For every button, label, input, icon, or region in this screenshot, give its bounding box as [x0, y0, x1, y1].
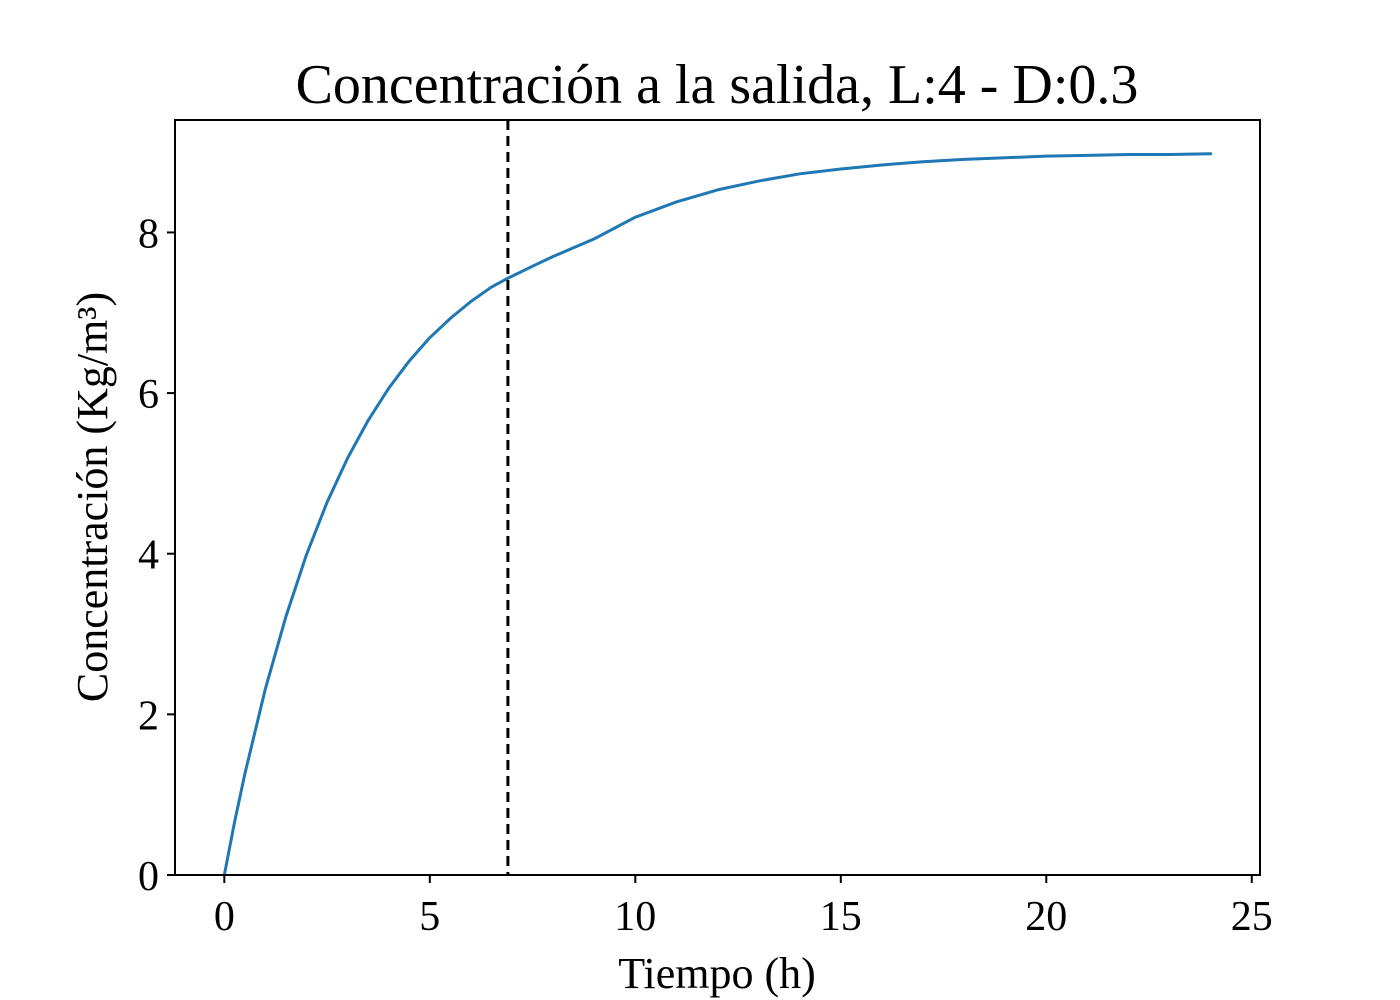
y-tick-label: 0 [138, 854, 159, 900]
x-axis-label: Tiempo (h) [618, 949, 816, 998]
y-tick-label: 2 [138, 693, 159, 739]
x-tick-label: 15 [820, 894, 862, 940]
y-axis-label: Concentración (Kg/m³) [68, 292, 117, 702]
y-tick-label: 4 [138, 533, 159, 579]
chart-title: Concentración a la salida, L:4 - D:0.3 [296, 54, 1139, 116]
plot-frame [174, 119, 1261, 876]
x-tick-label: 10 [614, 894, 656, 940]
x-tick-label: 20 [1025, 894, 1067, 940]
x-tick-label: 5 [419, 894, 440, 940]
series-line-0 [222, 152, 1213, 877]
x-tick-label: 25 [1231, 894, 1273, 940]
x-tick-label: 0 [214, 894, 235, 940]
y-tick-label: 8 [138, 211, 159, 257]
y-tick-label: 6 [138, 372, 159, 418]
